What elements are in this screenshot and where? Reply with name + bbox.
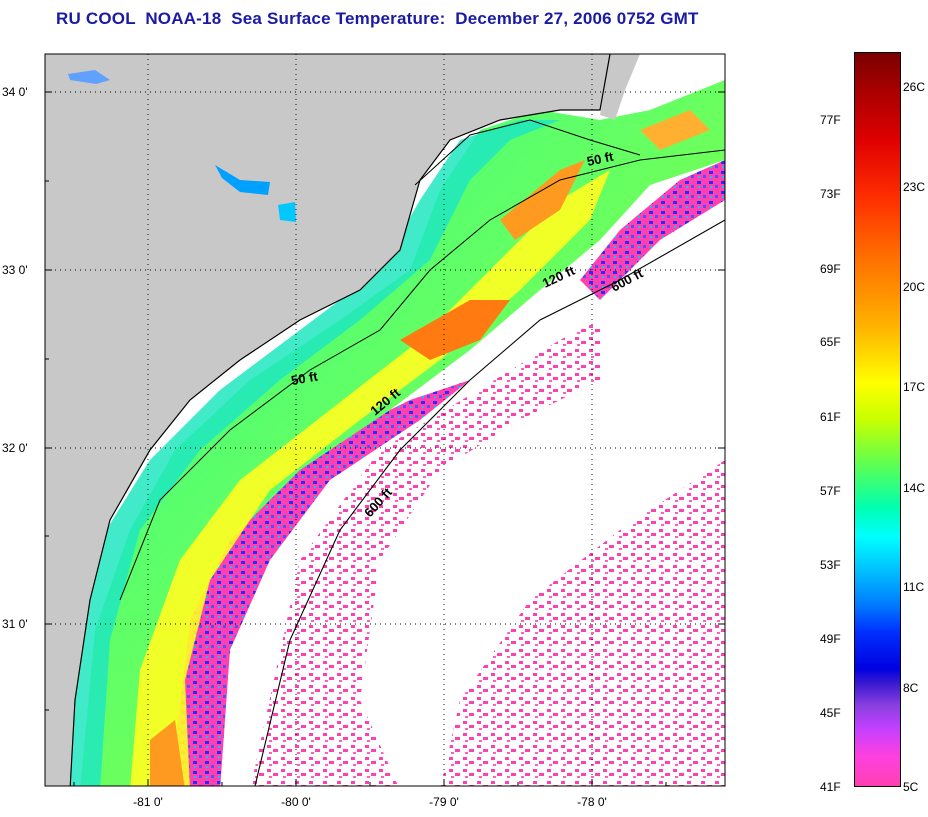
inland-lake-3 bbox=[68, 70, 110, 84]
cb-f-77: 77F bbox=[820, 113, 841, 127]
lat-label-33: 33 0' bbox=[2, 263, 28, 277]
grid-lines bbox=[45, 54, 725, 786]
warm-core-3 bbox=[150, 720, 185, 786]
isobath-label-50ft-south: 50 ft bbox=[290, 368, 320, 388]
temperature-colorbar bbox=[854, 52, 901, 787]
cb-f-45: 45F bbox=[820, 706, 841, 720]
cb-f-49: 49F bbox=[820, 632, 841, 646]
lon-label-80: -80 0' bbox=[281, 795, 311, 809]
warm-core-2 bbox=[500, 160, 585, 240]
inland-lake-1 bbox=[215, 165, 270, 195]
map-title: RU COOL NOAA-18 Sea Surface Temperature:… bbox=[56, 9, 699, 28]
lat-label-34: 34 0' bbox=[2, 85, 28, 99]
cb-f-57: 57F bbox=[820, 484, 841, 498]
lon-label-79: -79 0' bbox=[429, 795, 459, 809]
map-area: 50 ft 120 ft 600 ft 50 ft 120 ft 600 ft bbox=[45, 54, 725, 786]
cb-f-41: 41F bbox=[820, 780, 841, 794]
cb-c-14: 14C bbox=[903, 481, 926, 495]
lon-tick-marks bbox=[73, 779, 667, 786]
cb-f-65: 65F bbox=[820, 335, 841, 349]
coastline bbox=[69, 54, 611, 786]
offshore-cold-southeast bbox=[440, 460, 725, 786]
cb-c-20: 20C bbox=[903, 280, 926, 294]
cb-c-23: 23C bbox=[903, 180, 926, 194]
cb-c-5: 5C bbox=[903, 780, 919, 794]
cb-f-61: 61F bbox=[820, 410, 841, 424]
inland-lake-2 bbox=[278, 202, 296, 222]
lat-label-32: 32 0' bbox=[2, 441, 28, 455]
cb-c-11: 11C bbox=[903, 580, 925, 594]
shelf-water bbox=[80, 80, 725, 786]
isobath-label-50ft-north: 50 ft bbox=[586, 149, 616, 169]
cb-f-69: 69F bbox=[820, 262, 841, 276]
shelf-edge-north bbox=[580, 160, 725, 300]
lat-tick-marks bbox=[45, 91, 725, 711]
gulf-stream-core bbox=[130, 170, 610, 786]
lon-label-81: -81 0' bbox=[133, 795, 163, 809]
isobath-600ft bbox=[254, 219, 725, 786]
isobath-50ft-north bbox=[414, 119, 641, 186]
land bbox=[45, 54, 610, 786]
warm-core-1 bbox=[400, 300, 510, 360]
cb-c-26: 26C bbox=[903, 80, 926, 94]
isobath-120ft bbox=[119, 149, 725, 601]
cb-f-73: 73F bbox=[820, 187, 841, 201]
land-cape bbox=[600, 54, 640, 120]
cb-c-8: 8C bbox=[903, 681, 919, 695]
warm-core-4 bbox=[640, 110, 710, 150]
cb-f-53: 53F bbox=[820, 558, 841, 572]
lat-label-31: 31 0' bbox=[2, 617, 28, 631]
offshore-cold-band bbox=[250, 320, 600, 786]
cb-c-17: 17C bbox=[903, 380, 926, 394]
map-frame bbox=[44, 53, 726, 787]
lon-label-78: -78 0' bbox=[577, 795, 607, 809]
nearshore-water bbox=[60, 120, 560, 786]
